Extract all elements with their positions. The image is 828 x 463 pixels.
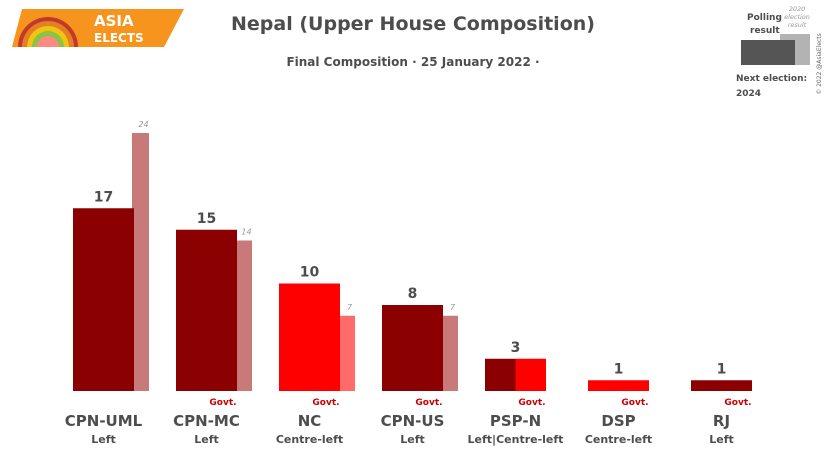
prev-bar-cpn-uml <box>132 133 149 391</box>
bar-cpn-uml <box>73 208 134 391</box>
bar-psp-n-centre-left <box>515 358 546 391</box>
next-election-label: Next election: <box>736 74 807 84</box>
prev-bar-cpn-mc <box>235 240 252 391</box>
logo-sun-icon <box>18 17 78 47</box>
prev-bar-nc <box>338 315 355 391</box>
value-label-cpn-us: 8 <box>408 286 418 302</box>
bar-cpn-us <box>382 305 443 391</box>
govt-label-nc: Govt. <box>312 398 339 408</box>
logo-text-line1: ASIA <box>94 12 134 30</box>
value-label-nc: 10 <box>300 265 320 281</box>
bar-rj <box>691 380 752 391</box>
ideology-label-cpn-mc: Left <box>194 433 219 446</box>
prev-value-label-cpn-uml: 24 <box>138 120 148 129</box>
value-label-cpn-mc: 15 <box>197 211 216 227</box>
legend-prev-label-3: result <box>788 21 807 29</box>
legend-prev-label-2: election <box>784 13 810 21</box>
bar-psp-n-left <box>485 358 516 391</box>
prev-value-label-cpn-us: 7 <box>450 303 456 312</box>
chart-subtitle: Final Composition · 25 January 2022 · <box>286 55 539 69</box>
legend: Polling result 2020 election result Next… <box>736 5 823 99</box>
govt-label-psp-n: Govt. <box>518 398 545 408</box>
govt-label-cpn-mc: Govt. <box>209 398 236 408</box>
labels-layer: 2417CPN-UMLLeft1415Govt.CPN-MCLeft710Gov… <box>65 120 752 446</box>
legend-result-label: result <box>750 26 780 36</box>
bar-nc <box>279 283 340 391</box>
bar-cpn-mc <box>176 229 237 391</box>
copyright: © 2022 @AsiaElects <box>816 33 823 95</box>
value-label-rj: 1 <box>717 361 727 377</box>
legend-polling-label: Polling <box>747 13 782 23</box>
legend-current-swatch <box>741 40 795 65</box>
party-label-rj: RJ <box>713 412 730 430</box>
ideology-label-cpn-uml: Left <box>91 433 116 446</box>
ideology-label-rj: Left <box>709 433 734 446</box>
value-label-psp-n: 3 <box>511 340 521 356</box>
prev-value-label-cpn-mc: 14 <box>241 228 251 237</box>
party-label-psp-n: PSP-N <box>490 412 541 430</box>
asia-elects-logo: ASIA ELECTS <box>12 9 184 47</box>
next-election-year: 2024 <box>736 89 761 99</box>
value-label-dsp: 1 <box>614 361 624 377</box>
govt-label-rj: Govt. <box>724 398 751 408</box>
party-label-dsp: DSP <box>601 412 635 430</box>
govt-label-dsp: Govt. <box>621 398 648 408</box>
value-label-cpn-uml: 17 <box>94 189 113 205</box>
ideology-label-nc: Centre-left <box>276 433 343 446</box>
ideology-label-psp-n: Left|Centre-left <box>468 433 564 446</box>
prev-bar-cpn-us <box>441 315 458 391</box>
legend-prev-label-1: 2020 <box>789 5 806 13</box>
party-label-cpn-us: CPN-US <box>381 412 445 430</box>
party-label-nc: NC <box>298 412 322 430</box>
bars-layer <box>73 133 752 391</box>
bar-dsp <box>588 380 649 391</box>
govt-label-cpn-us: Govt. <box>415 398 442 408</box>
prev-value-label-nc: 7 <box>347 303 353 312</box>
party-label-cpn-mc: CPN-MC <box>173 412 240 430</box>
ideology-label-dsp: Centre-left <box>585 433 652 446</box>
chart-title: Nepal (Upper House Composition) <box>231 13 595 35</box>
logo-text-line2: ELECTS <box>94 31 144 45</box>
ideology-label-cpn-us: Left <box>400 433 425 446</box>
party-label-cpn-uml: CPN-UML <box>65 412 143 430</box>
